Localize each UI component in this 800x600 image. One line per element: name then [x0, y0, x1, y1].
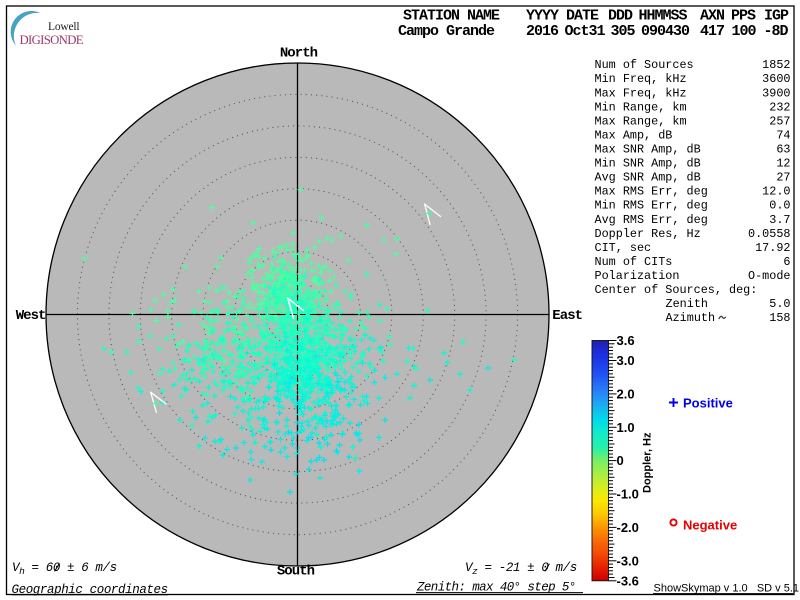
svg-text:DDD: DDD — [608, 8, 633, 25]
svg-text:Max SNR Amp, dB: Max SNR Amp, dB — [595, 143, 701, 157]
svg-text:17.92: 17.92 — [755, 241, 790, 255]
svg-text:3.7: 3.7 — [769, 213, 790, 227]
svg-text:3900: 3900 — [762, 86, 790, 100]
svg-text:IGP: IGP — [764, 8, 789, 25]
svg-text:DIGISONDE: DIGISONDE — [20, 33, 84, 47]
svg-text:2016: 2016 — [526, 23, 559, 40]
svg-text:63: 63 — [776, 143, 790, 157]
svg-text:12.0: 12.0 — [762, 185, 790, 199]
svg-text:CIT, sec: CIT, sec — [595, 241, 652, 255]
svg-text:-3.6: -3.6 — [617, 573, 639, 588]
svg-text:HHMMSS: HHMMSS — [639, 8, 688, 25]
svg-text:Zenith: Zenith — [666, 297, 708, 311]
svg-text:Oct31: Oct31 — [565, 23, 606, 40]
svg-text:6: 6 — [783, 255, 790, 269]
svg-text:74: 74 — [776, 128, 790, 142]
svg-text:3600: 3600 — [762, 72, 790, 86]
svg-text:417: 417 — [700, 23, 724, 40]
svg-text:-2.0: -2.0 — [617, 520, 639, 535]
svg-text:Min Freq, kHz: Min Freq, kHz — [595, 72, 687, 86]
svg-text:27: 27 — [776, 171, 790, 185]
svg-text:3.0: 3.0 — [617, 353, 635, 368]
svg-text:Doppler Res, Hz: Doppler Res, Hz — [595, 227, 701, 241]
svg-text:East: East — [552, 308, 582, 324]
svg-text:0: 0 — [617, 453, 624, 468]
svg-text:5.0: 5.0 — [769, 297, 790, 311]
svg-text:1852: 1852 — [762, 58, 790, 72]
svg-text:100: 100 — [732, 23, 757, 40]
svg-text:090430: 090430 — [641, 23, 690, 40]
svg-text:Vh = 60 ± 6 m/s: Vh = 60 ± 6 m/s — [12, 561, 117, 577]
svg-text:Azimuth: Azimuth — [666, 311, 716, 325]
svg-text:Min SNR Amp, dB: Min SNR Amp, dB — [595, 157, 701, 171]
svg-text:Vz = -21 ± 0 m/s: Vz = -21 ± 0 m/s — [465, 561, 577, 577]
svg-text:Min Range, km: Min Range, km — [595, 100, 687, 114]
svg-text:Max Range, km: Max Range, km — [595, 114, 687, 128]
svg-text:0.0558: 0.0558 — [748, 227, 790, 241]
svg-text:1.0: 1.0 — [617, 420, 635, 435]
svg-text:STATION NAME: STATION NAME — [403, 8, 500, 25]
svg-text:Max RMS Err, deg: Max RMS Err, deg — [595, 185, 708, 199]
svg-text:AXN: AXN — [700, 8, 725, 25]
svg-text:YYYY DATE: YYYY DATE — [526, 8, 599, 25]
svg-text:232: 232 — [769, 100, 790, 114]
svg-text:Min RMS Err, deg: Min RMS Err, deg — [595, 199, 708, 213]
svg-text:Num of Sources: Num of Sources — [595, 58, 694, 72]
svg-text:Avg RMS Err, deg: Avg RMS Err, deg — [595, 213, 708, 227]
svg-text:Geographic coordinates: Geographic coordinates — [12, 583, 168, 597]
svg-text:Campo Grande: Campo Grande — [398, 23, 495, 40]
svg-text:Doppler, Hz: Doppler, Hz — [642, 432, 654, 493]
svg-text:158: 158 — [769, 311, 790, 325]
svg-text:-3.0: -3.0 — [617, 553, 639, 568]
svg-text:Max Amp, dB: Max Amp, dB — [595, 128, 673, 142]
svg-text:Negative: Negative — [683, 518, 737, 533]
svg-text:O-mode: O-mode — [748, 269, 790, 283]
svg-text:ShowSkymap v 1.0 SD v 5.1: ShowSkymap v 1.0 SD v 5.1 — [654, 583, 800, 595]
svg-text:West: West — [16, 308, 46, 324]
svg-text:12: 12 — [776, 157, 790, 171]
svg-text:-1.0: -1.0 — [617, 487, 639, 502]
svg-text:South: South — [277, 563, 315, 579]
svg-text:2.0: 2.0 — [617, 386, 635, 401]
svg-text:North: North — [280, 46, 318, 62]
svg-text:PPS: PPS — [731, 8, 756, 25]
svg-text:Max Freq, kHz: Max Freq, kHz — [595, 86, 687, 100]
svg-text:Center of Sources, deg:: Center of Sources, deg: — [595, 283, 758, 297]
svg-text:Positive: Positive — [683, 396, 733, 411]
svg-text:257: 257 — [769, 114, 790, 128]
svg-text:Polarization: Polarization — [595, 269, 680, 283]
svg-text:Num of CITs: Num of CITs — [595, 255, 673, 269]
svg-text:Avg SNR Amp, dB: Avg SNR Amp, dB — [595, 171, 701, 185]
svg-text:3.6: 3.6 — [617, 333, 635, 348]
svg-text:0.0: 0.0 — [769, 199, 790, 213]
svg-text:-8D: -8D — [764, 23, 789, 40]
svg-text:Zenith: max 40° step 5°: Zenith: max 40° step 5° — [416, 581, 576, 595]
svg-text:Lowell: Lowell — [48, 21, 79, 33]
svg-text:305: 305 — [611, 23, 636, 40]
